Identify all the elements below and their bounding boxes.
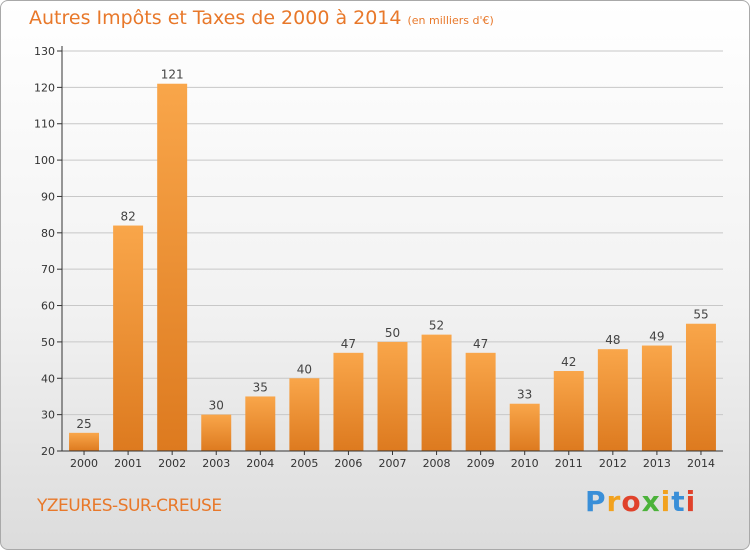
y-tick-label: 50 (41, 336, 55, 349)
proxiti-logo: Proxiti (585, 485, 696, 518)
bar (245, 396, 276, 451)
data-label: 121 (161, 68, 184, 82)
y-tick-label: 80 (41, 227, 55, 240)
x-tick-label: 2005 (290, 457, 318, 470)
chart-title: Autres Impôts et Taxes de 2000 à 2014 (29, 7, 402, 29)
data-label: 35 (253, 380, 268, 394)
bar (509, 403, 540, 451)
bar (465, 352, 496, 451)
x-tick-label: 2011 (555, 457, 583, 470)
bars (69, 83, 716, 452)
logo-letter: t (671, 485, 686, 518)
x-tick-label: 2013 (643, 457, 671, 470)
labels: 20 30 40 50 60 70 80 90 100 110 120 130 25 2000 82 2001… (34, 45, 715, 470)
x-tick-label: 2014 (687, 457, 715, 470)
data-label: 47 (341, 337, 356, 351)
data-label: 48 (605, 333, 620, 347)
y-tick-label: 100 (34, 154, 55, 167)
x-tick-label: 2001 (114, 457, 142, 470)
logo-letter: P (585, 485, 607, 518)
data-label: 40 (297, 362, 312, 376)
x-tick-label: 2002 (158, 457, 186, 470)
logo-letter: r (606, 485, 622, 518)
data-label: 25 (76, 417, 91, 431)
data-label: 42 (561, 355, 576, 369)
bar (289, 378, 320, 451)
y-tick-label: 120 (34, 81, 55, 94)
y-tick-label: 130 (34, 45, 55, 58)
data-label: 30 (209, 399, 224, 413)
y-tick-label: 30 (41, 409, 55, 422)
bar (377, 341, 408, 451)
data-label: 33 (517, 388, 532, 402)
data-label: 49 (649, 330, 664, 344)
x-tick-label: 2008 (423, 457, 451, 470)
y-tick-label: 70 (41, 263, 55, 276)
bar (333, 352, 364, 451)
data-label: 50 (385, 326, 400, 340)
x-tick-label: 2007 (379, 457, 407, 470)
x-tick-label: 2000 (70, 457, 98, 470)
bar (685, 323, 716, 451)
x-tick-label: 2010 (511, 457, 539, 470)
y-tick-label: 20 (41, 445, 55, 458)
bar (157, 83, 188, 452)
y-tick-label: 40 (41, 372, 55, 385)
y-tick-label: 110 (34, 118, 55, 131)
logo-letter: o (621, 485, 642, 518)
bar (641, 345, 672, 451)
y-tick-label: 90 (41, 190, 55, 203)
bar (69, 432, 100, 451)
axes (57, 46, 723, 455)
bar (421, 334, 452, 451)
logo-letter: i (660, 485, 672, 518)
y-tick-label: 60 (41, 300, 55, 313)
x-tick-label: 2004 (246, 457, 274, 470)
bar (553, 371, 584, 451)
data-label: 52 (429, 319, 444, 333)
bar (113, 225, 144, 451)
x-tick-label: 2009 (467, 457, 495, 470)
bar (597, 349, 628, 451)
data-label: 47 (473, 337, 488, 351)
chart-title-block: Autres Impôts et Taxes de 2000 à 2014 (en… (29, 7, 494, 29)
x-tick-label: 2012 (599, 457, 627, 470)
commune-name: YZEURES-SUR-CREUSE (37, 496, 222, 516)
x-tick-label: 2006 (334, 457, 362, 470)
x-tick-label: 2003 (202, 457, 230, 470)
logo-letter: x (641, 485, 661, 518)
logo-letter: i (685, 485, 697, 518)
data-label: 82 (120, 210, 135, 224)
data-label: 55 (693, 308, 708, 322)
bar (201, 414, 232, 451)
chart-unit: (en milliers d'€) (407, 14, 494, 27)
